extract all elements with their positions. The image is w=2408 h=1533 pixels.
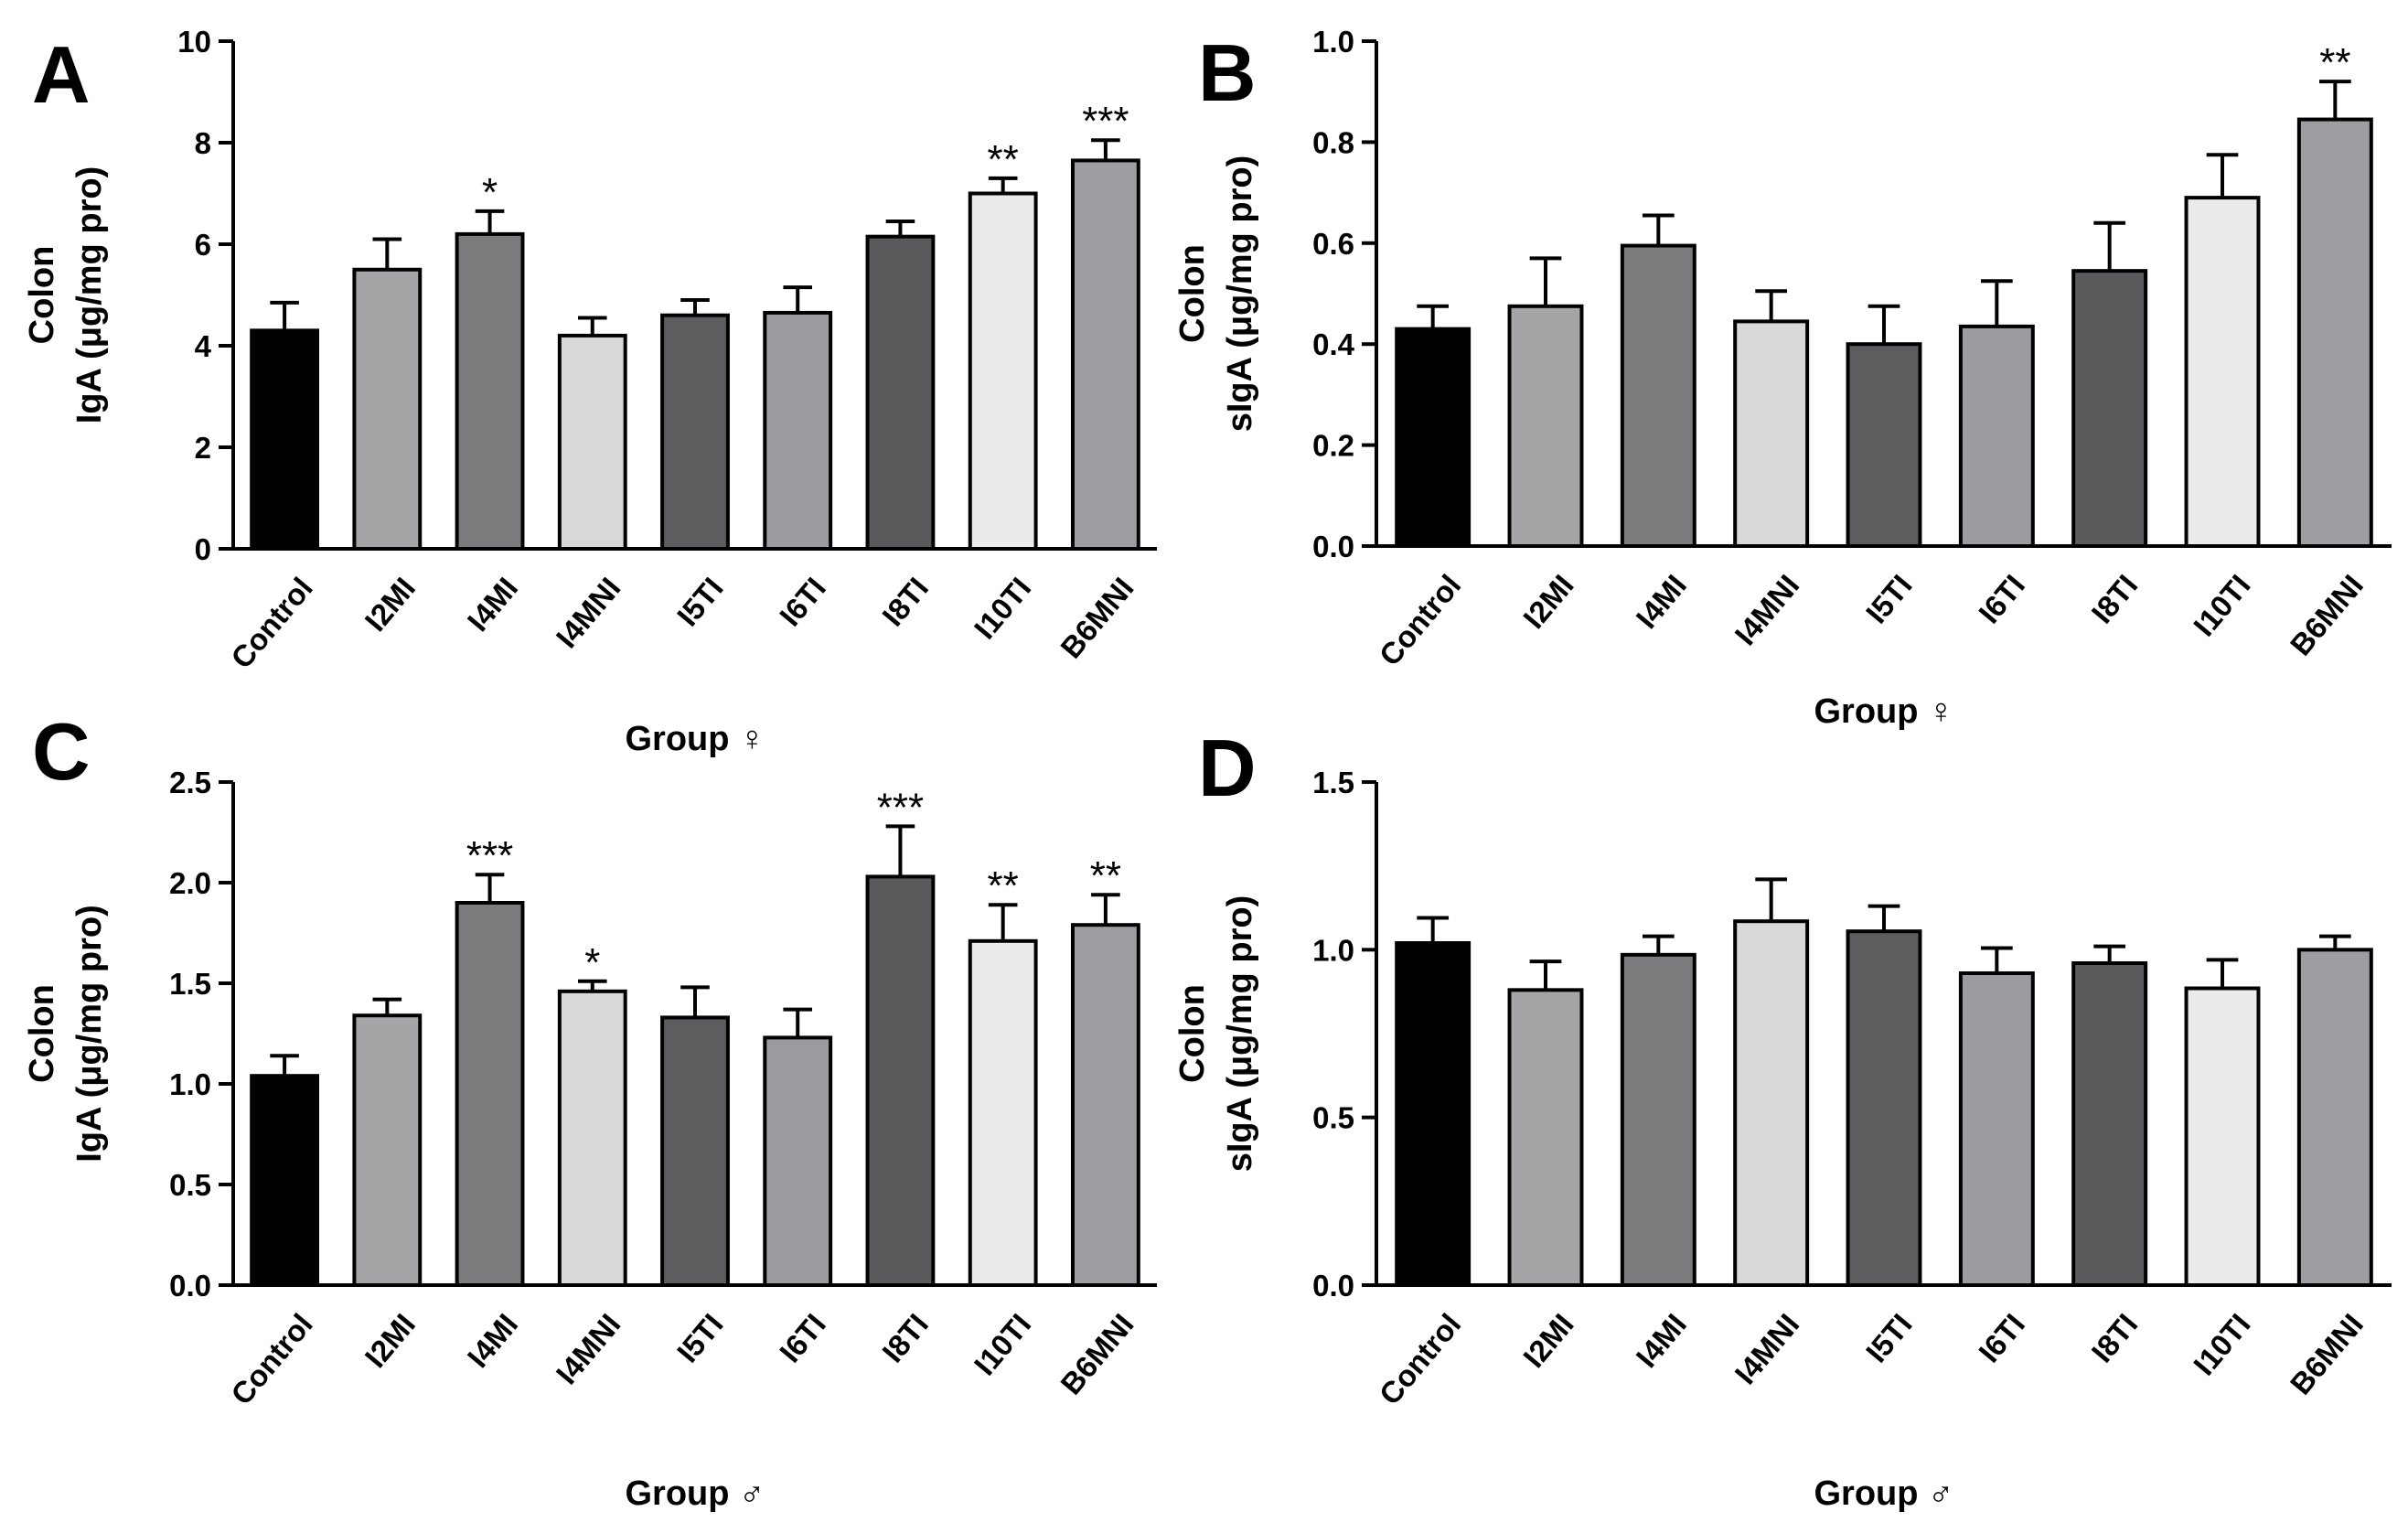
panel-b-y-label-line1: Colon — [1173, 244, 1212, 343]
panel-c-bar-i2mi — [352, 1013, 423, 1287]
panel-c-bar-i10ti — [968, 938, 1038, 1288]
panel-b-significance: ** — [2319, 40, 2350, 85]
panel-a-bar-i5ti — [660, 313, 730, 552]
panel-a-y-tick-label: 8 — [195, 126, 211, 160]
panel-a-significance: ** — [988, 137, 1019, 182]
panel-d-bar-i4mni — [1733, 919, 1810, 1288]
panel-d-y-tick-label: 0.5 — [1312, 1101, 1354, 1135]
panel-b-bar-i2mi — [1507, 304, 1584, 548]
panel-b-y-tick-label: 0.6 — [1312, 227, 1354, 261]
panel-b-y-tick-label: 0.0 — [1312, 530, 1354, 563]
panel-a-bar-i6ti — [763, 310, 833, 551]
panel-c-significance: ** — [988, 863, 1019, 908]
panel-d-bar-i10ti — [2184, 986, 2261, 1287]
panel-c-y-tick-label: 2.5 — [169, 766, 211, 799]
panel-b-bar-i4mni — [1733, 319, 1810, 548]
panel-c-significance: * — [584, 940, 600, 985]
panel-c-significance: *** — [466, 833, 513, 878]
panel-d-bar-i4mi — [1620, 952, 1696, 1288]
panel-a-x-label: Group ♀ — [625, 720, 765, 758]
panel-c-bar-i5ti — [660, 1015, 730, 1288]
panel-c-letter: C — [32, 706, 91, 797]
panel-d-y-label-line2: sIgA (μg/mg pro) — [1221, 895, 1259, 1173]
panel-d-bar-i2mi — [1507, 988, 1584, 1288]
panel-b-bar-i10ti — [2184, 196, 2261, 548]
panel-a-y-label-line1: Colon — [23, 246, 61, 345]
panel-a-significance: *** — [1082, 99, 1129, 144]
panel-c-y-tick-label: 1.5 — [169, 967, 211, 1001]
panel-b-bar-i6ti — [1958, 324, 2035, 548]
panel-d-y-tick-label: 1.5 — [1312, 766, 1354, 799]
panel-c-bar-b6mni — [1070, 923, 1140, 1287]
panel-c-bar-i4mni — [557, 989, 627, 1288]
panel-b-bar-i5ti — [1846, 342, 1922, 549]
panel-a-bar-i10ti — [968, 191, 1038, 551]
panel-b-bar-i8ti — [2071, 269, 2148, 548]
panel-c-y-tick-label: 1.0 — [169, 1067, 211, 1101]
panel-b-bar-control — [1395, 327, 1472, 549]
panel-c-bar-i4mi — [455, 901, 525, 1287]
panel-a-y-label-line2: IgA (μg/mg pro) — [70, 166, 109, 423]
panel-a-y-tick-label: 2 — [195, 431, 211, 465]
panel-d-y-tick-label: 1.0 — [1312, 933, 1354, 967]
panel-a-y-tick-label: 6 — [195, 228, 211, 262]
panel-d-x-label: Group ♂ — [1814, 1474, 1953, 1513]
panel-c-bar-i6ti — [763, 1035, 833, 1288]
panel-c-x-label: Group ♂ — [625, 1474, 765, 1513]
panel-b-x-label: Group ♀ — [1814, 692, 1953, 731]
panel-b-y-tick-label: 0.8 — [1312, 125, 1354, 159]
panel-b-letter: B — [1198, 27, 1257, 118]
panel-d-bar-b6mni — [2296, 948, 2373, 1288]
panel-c-y-label-line2: IgA (μg/mg pro) — [70, 905, 109, 1162]
panel-b-bar-i4mi — [1620, 243, 1696, 548]
panel-a-bar-i4mni — [557, 333, 627, 551]
panel-b-y-tick-label: 0.4 — [1312, 327, 1355, 361]
panel-a-y-tick-label: 0 — [195, 532, 211, 566]
panel-c-bar-control — [250, 1074, 320, 1287]
panel-a-letter: A — [32, 29, 91, 120]
panel-b-bar-b6mni — [2296, 117, 2373, 548]
panel-a-bar-i8ti — [865, 234, 936, 551]
panel-c-y-tick-label: 2.0 — [169, 866, 211, 900]
panel-d-bar-control — [1395, 941, 1472, 1287]
panel-d-bar-i6ti — [1958, 971, 2035, 1287]
panel-c-y-tick-label: 0.0 — [169, 1269, 211, 1303]
panel-a-y-tick-label: 10 — [177, 25, 211, 59]
panel-a-bar-control — [250, 328, 320, 551]
panel-d-bar-i8ti — [2071, 961, 2148, 1287]
panel-a-bar-b6mni — [1070, 158, 1140, 552]
panel-b-y-tick-label: 0.2 — [1312, 429, 1354, 463]
panel-c-y-label-line1: Colon — [23, 984, 61, 1083]
panel-d-y-label-line1: Colon — [1173, 984, 1212, 1083]
panel-d-letter: D — [1198, 723, 1257, 813]
panel-a-bar-i4mi — [455, 231, 525, 551]
panel-c-significance: *** — [877, 785, 924, 830]
panel-d-bar-i5ti — [1846, 929, 1922, 1288]
panel-a-bar-i2mi — [352, 267, 423, 551]
panel-c-significance: ** — [1090, 853, 1121, 898]
panel-a-y-tick-label: 4 — [195, 329, 212, 363]
panel-b-y-label-line2: sIgA (μg/mg pro) — [1221, 155, 1259, 433]
panel-a-significance: * — [482, 170, 498, 215]
panel-c-y-tick-label: 0.5 — [169, 1168, 211, 1202]
panel-c-bar-i8ti — [865, 874, 936, 1288]
panel-d-y-tick-label: 0.0 — [1312, 1269, 1354, 1303]
panel-b-y-tick-label: 1.0 — [1312, 25, 1354, 59]
